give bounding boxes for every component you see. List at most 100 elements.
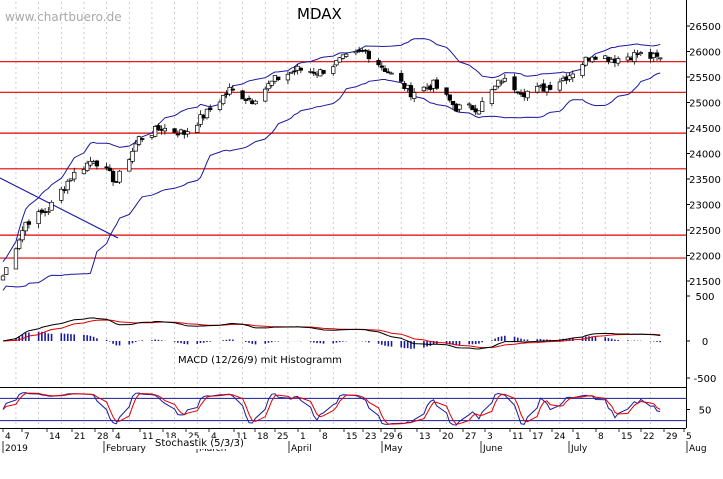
candle-body bbox=[204, 108, 210, 119]
candle-body bbox=[130, 150, 135, 162]
candle-body bbox=[20, 230, 25, 241]
x-day-label: 15 bbox=[621, 432, 632, 442]
candle-body bbox=[156, 125, 161, 131]
candle-body bbox=[476, 110, 482, 115]
candle-body bbox=[444, 87, 449, 95]
x-day-label: 13 bbox=[419, 432, 430, 442]
x-month-label: June bbox=[482, 444, 503, 454]
candle-body bbox=[162, 127, 168, 132]
candle-body bbox=[412, 92, 417, 99]
x-month-label: May bbox=[384, 444, 403, 454]
x-day-label: 8 bbox=[598, 432, 604, 442]
bollinger-lower-band bbox=[2, 72, 661, 291]
price-tick-label: 25000 bbox=[689, 99, 721, 110]
candle-body bbox=[195, 124, 200, 133]
macd-label: MACD (12/26/9) mit Histogramm bbox=[178, 355, 342, 366]
x-day-label: 18 bbox=[257, 432, 269, 442]
candle-body bbox=[85, 162, 90, 171]
macd-tick-label: 500 bbox=[695, 292, 714, 303]
x-day-label: 1 bbox=[300, 432, 306, 442]
candle-body bbox=[26, 221, 32, 225]
candle-body bbox=[344, 53, 349, 57]
candle-body bbox=[269, 80, 274, 86]
candle-body bbox=[557, 81, 563, 91]
macd-tick-label: -500 bbox=[694, 374, 717, 385]
candle-body bbox=[175, 133, 180, 136]
x-day-label: 11 bbox=[142, 432, 153, 442]
x-day-label: 27 bbox=[465, 432, 476, 442]
candle-body bbox=[140, 138, 145, 140]
candle-body bbox=[470, 105, 475, 111]
stochastic-k-line bbox=[2, 392, 661, 426]
candle-body bbox=[81, 169, 87, 175]
candle-body bbox=[321, 70, 326, 74]
price-tick-label: 25500 bbox=[689, 73, 721, 84]
candle-body bbox=[473, 108, 478, 113]
x-day-label: 21 bbox=[74, 432, 85, 442]
stochastic-label: Stochastik (5/3/3) bbox=[155, 438, 244, 449]
x-day-label: 11 bbox=[236, 432, 247, 442]
candle-body bbox=[399, 72, 404, 82]
price-tick-label: 22000 bbox=[689, 252, 721, 263]
candle-body bbox=[331, 66, 336, 74]
candle-body bbox=[276, 76, 281, 81]
candle-body bbox=[492, 85, 498, 90]
candle-body bbox=[408, 85, 414, 98]
candle-body bbox=[499, 81, 504, 84]
candle-body bbox=[110, 170, 116, 183]
x-day-label: 25 bbox=[277, 432, 288, 442]
candle-body bbox=[246, 97, 252, 100]
candle-body bbox=[450, 100, 456, 105]
candle-body bbox=[548, 84, 553, 90]
candle-body bbox=[243, 99, 248, 101]
candle-body bbox=[136, 136, 142, 145]
x-day-label: 7 bbox=[24, 432, 30, 442]
candle-body bbox=[240, 90, 245, 100]
candle-body bbox=[512, 76, 517, 91]
candle-body bbox=[72, 171, 77, 180]
candle-body bbox=[39, 209, 45, 213]
candle-body bbox=[62, 189, 67, 192]
trendline bbox=[0, 177, 119, 239]
macd-signal-line bbox=[2, 319, 661, 349]
candle-body bbox=[4, 267, 9, 275]
candle-body bbox=[389, 72, 394, 75]
x-day-label: 15 bbox=[346, 432, 357, 442]
candle-body bbox=[376, 60, 381, 66]
x-day-label: 29 bbox=[666, 432, 678, 442]
candle-body bbox=[285, 73, 291, 81]
candle-body bbox=[447, 94, 452, 101]
x-day-label: 8 bbox=[322, 432, 328, 442]
candle-body bbox=[353, 51, 359, 54]
candle-body bbox=[217, 101, 223, 110]
candle-body bbox=[253, 100, 258, 105]
x-day-label: 5 bbox=[686, 432, 692, 442]
candle-body bbox=[292, 70, 297, 73]
price-tick-label: 24000 bbox=[689, 150, 721, 161]
x-day-label: 1 bbox=[575, 432, 581, 442]
candle-body bbox=[386, 71, 391, 74]
candle-body bbox=[49, 201, 54, 211]
candle-body bbox=[467, 103, 472, 106]
candle-body bbox=[298, 67, 304, 71]
stochastic-d-line bbox=[2, 392, 661, 425]
candle-body bbox=[133, 143, 138, 152]
candle-body bbox=[457, 104, 462, 110]
candle-body bbox=[337, 57, 342, 63]
candle-body bbox=[198, 114, 203, 125]
candle-body bbox=[127, 159, 132, 172]
candle-body bbox=[434, 79, 439, 89]
candle-body bbox=[570, 73, 575, 78]
candle-body bbox=[68, 178, 74, 181]
candle-body bbox=[185, 131, 190, 135]
price-tick-label: 24500 bbox=[689, 124, 721, 135]
candle-body bbox=[117, 170, 122, 183]
candle-body bbox=[654, 52, 660, 57]
candle-body bbox=[94, 160, 100, 167]
macd-line bbox=[2, 317, 661, 350]
price-tick-label: 26500 bbox=[689, 22, 721, 33]
candle-body bbox=[421, 86, 427, 92]
candle-body bbox=[593, 56, 598, 60]
candle-body bbox=[311, 71, 316, 74]
x-day-label: 20 bbox=[442, 432, 454, 442]
